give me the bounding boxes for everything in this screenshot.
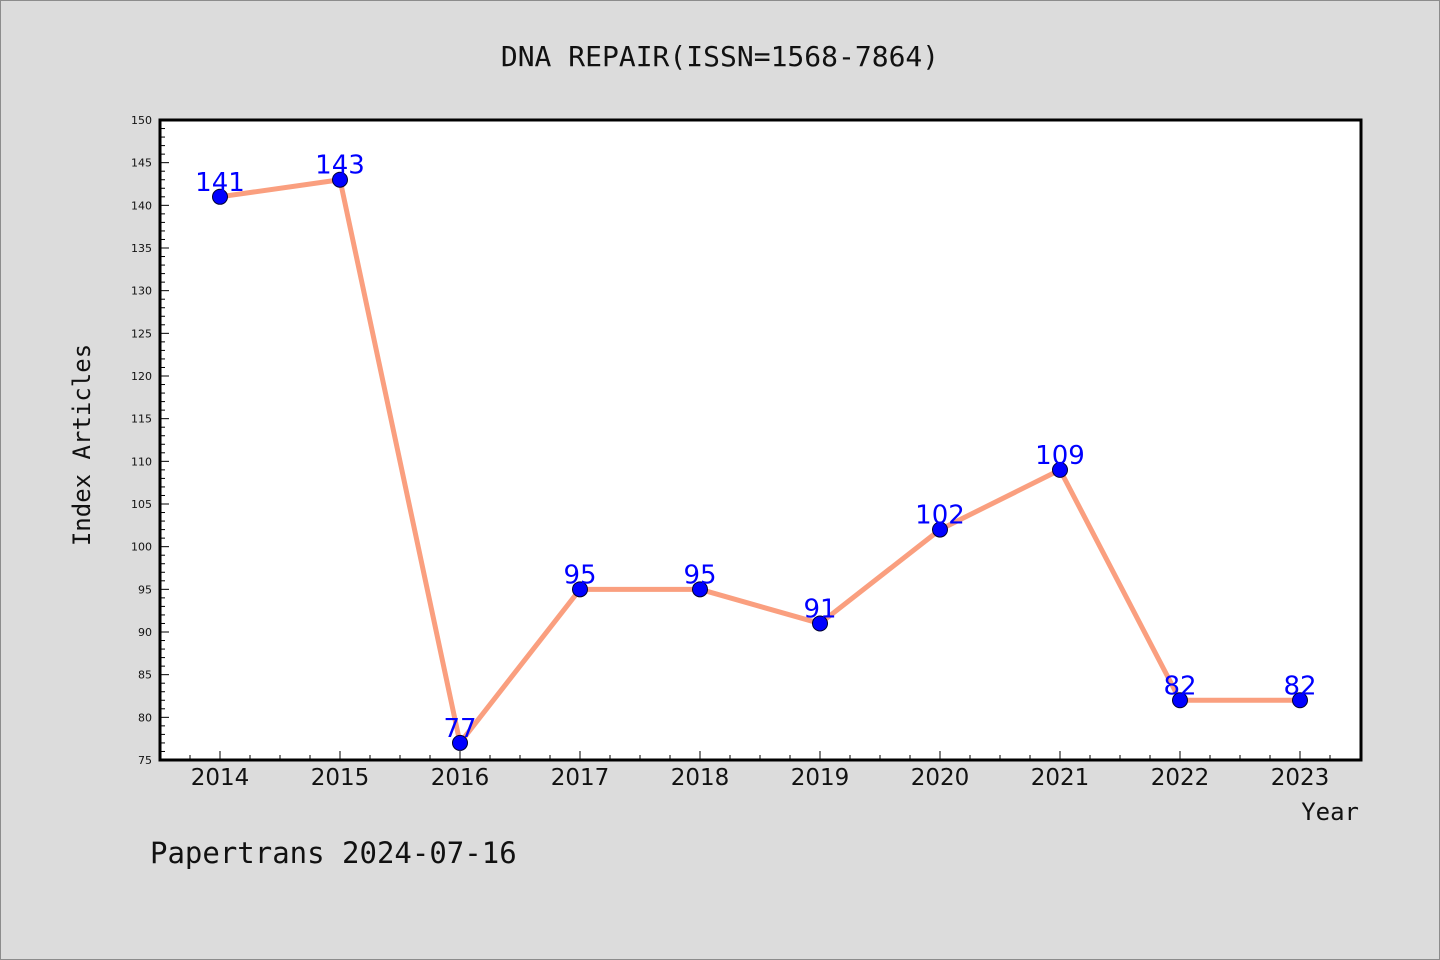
x-tick-label: 2014 — [191, 765, 250, 791]
data-label: 77 — [443, 714, 476, 744]
footer-credit: Papertrans 2024-07-16 — [150, 836, 517, 870]
y-tick-label: 75 — [138, 754, 152, 767]
x-tick-label: 2021 — [1031, 765, 1090, 791]
x-tick-label: 2018 — [671, 765, 730, 791]
y-axis: 75 80 85 90 95 100 105 110 115 120 125 130 135 140 145… — [131, 114, 169, 767]
data-point — [692, 581, 708, 598]
data-label: 95 — [683, 560, 716, 590]
data-label: 91 — [803, 594, 836, 624]
x-tick-label: 2020 — [911, 765, 970, 791]
x-tick-label: 2015 — [311, 765, 370, 791]
y-tick-label: 110 — [131, 455, 152, 468]
data-point — [212, 188, 228, 205]
y-tick-label: 130 — [131, 285, 152, 298]
data-point — [1172, 692, 1188, 709]
data-point — [1292, 692, 1308, 709]
y-tick-label: 115 — [131, 413, 152, 426]
y-tick-label: 90 — [138, 626, 152, 639]
series-line — [219, 177, 1300, 746]
x-tick-label: 2016 — [431, 765, 490, 791]
data-label: 102 — [915, 501, 965, 531]
data-point — [812, 615, 828, 632]
data-label: 141 — [195, 168, 245, 198]
y-tick-label: 100 — [131, 541, 152, 554]
data-label: 143 — [315, 151, 365, 181]
y-tick-label: 140 — [131, 199, 152, 212]
y-tick-label: 80 — [138, 711, 152, 724]
x-axis: 2014 2015 2016 2017 2018 2019 2020 2021 2022 2023 — [189, 751, 1361, 791]
y-tick-label: 120 — [131, 370, 152, 383]
x-tick-label: 2019 — [791, 765, 850, 791]
y-tick-label: 85 — [138, 669, 152, 682]
x-tick-label: 2023 — [1271, 765, 1330, 791]
x-axis-label: Year — [1301, 798, 1359, 826]
data-label: 109 — [1035, 441, 1085, 471]
y-tick-label: 125 — [131, 327, 152, 340]
data-label: 82 — [1283, 671, 1316, 701]
data-point — [932, 521, 948, 538]
y-tick-label: 135 — [131, 242, 152, 255]
data-label: 82 — [1163, 671, 1196, 701]
y-axis-label: Index Articles — [68, 344, 96, 546]
plot-area — [158, 118, 1363, 762]
y-tick-label: 105 — [131, 498, 152, 511]
data-label: 95 — [563, 560, 596, 590]
chart-title: DNA REPAIR(ISSN=1568-7864) — [501, 40, 939, 73]
y-tick-label: 145 — [131, 157, 152, 170]
series-layer: 141 143 77 95 95 91 102 109 82 82 — [195, 151, 1317, 751]
y-tick-label: 150 — [131, 114, 152, 127]
data-point — [332, 171, 348, 188]
y-tick-label: 95 — [138, 583, 152, 596]
data-point — [1052, 461, 1068, 478]
x-tick-label: 2017 — [551, 765, 610, 791]
x-tick-label: 2022 — [1151, 765, 1210, 791]
data-point — [572, 581, 588, 598]
data-point — [452, 734, 468, 751]
